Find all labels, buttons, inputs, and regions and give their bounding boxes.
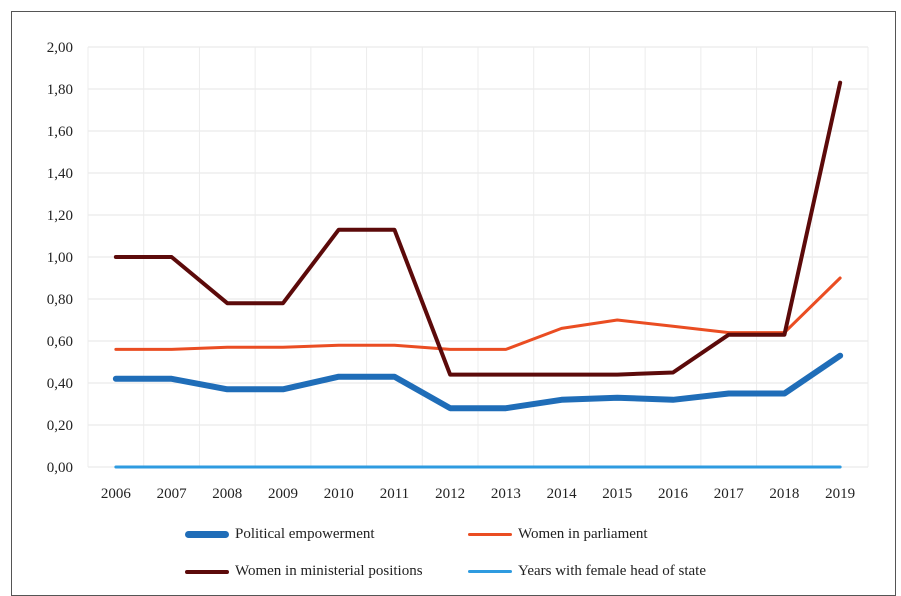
- x-axis-ticks: 2006 2007 2008 2009 2010 2011 2012 2013 2014 2015…: [101, 486, 855, 502]
- y-tick-label: 1,20: [47, 208, 73, 224]
- x-tick-label: 2010: [324, 486, 354, 502]
- y-tick-label: 1,40: [47, 166, 73, 182]
- y-tick-label: 0,20: [47, 418, 73, 434]
- legend-swatch: [468, 570, 512, 573]
- legend-label: Political empowerment: [235, 526, 375, 542]
- y-tick-label: 1,80: [47, 82, 73, 98]
- grid: [87, 46, 869, 468]
- series-line-women-in-parliament: [114, 276, 842, 351]
- x-tick-label: 2011: [380, 486, 409, 502]
- legend-item-political-empowerment: Political empowerment: [185, 526, 375, 543]
- legend-label: Women in parliament: [518, 526, 648, 542]
- legend-item-women-in-parliament: Women in parliament: [468, 526, 648, 543]
- legend-label: Women in ministerial positions: [235, 563, 423, 579]
- series-line-political-empowerment: [112, 352, 844, 412]
- x-tick-label: 2006: [101, 486, 132, 502]
- legend-swatch: [185, 531, 229, 538]
- y-tick-label: 0,40: [47, 376, 73, 392]
- x-tick-label: 2009: [268, 486, 298, 502]
- legend-label: Years with female head of state: [518, 563, 706, 579]
- x-tick-label: 2007: [157, 486, 188, 502]
- x-tick-label: 2008: [212, 486, 242, 502]
- legend-item-years-with-female-head-of-state: Years with female head of state: [468, 563, 706, 580]
- y-tick-label: 0,60: [47, 334, 73, 350]
- y-tick-label: 2,00: [47, 40, 73, 56]
- y-tick-label: 0,00: [47, 460, 73, 476]
- x-tick-label: 2012: [435, 486, 465, 502]
- y-tick-label: 1,00: [47, 250, 73, 266]
- x-tick-label: 2014: [547, 486, 578, 502]
- x-tick-label: 2015: [602, 486, 632, 502]
- legend-swatch: [185, 569, 229, 574]
- x-tick-label: 2017: [714, 486, 745, 502]
- y-axis-ticks: 0,00 0,20 0,40 0,60 0,80 1,00 1,20 1,40 1,60 1,80…: [47, 40, 73, 476]
- series-line-women-in-ministerial-positions: [113, 80, 843, 377]
- x-tick-label: 2019: [825, 486, 855, 502]
- y-tick-label: 0,80: [47, 292, 73, 308]
- legend-item-women-in-ministerial-positions: Women in ministerial positions: [185, 563, 423, 580]
- x-tick-label: 2016: [658, 486, 689, 502]
- legend-swatch: [468, 533, 512, 536]
- series-lines: [112, 80, 844, 469]
- y-tick-label: 1,60: [47, 124, 73, 140]
- x-tick-label: 2013: [491, 486, 521, 502]
- x-tick-label: 2018: [769, 486, 799, 502]
- top-margin: [0, 0, 901, 11]
